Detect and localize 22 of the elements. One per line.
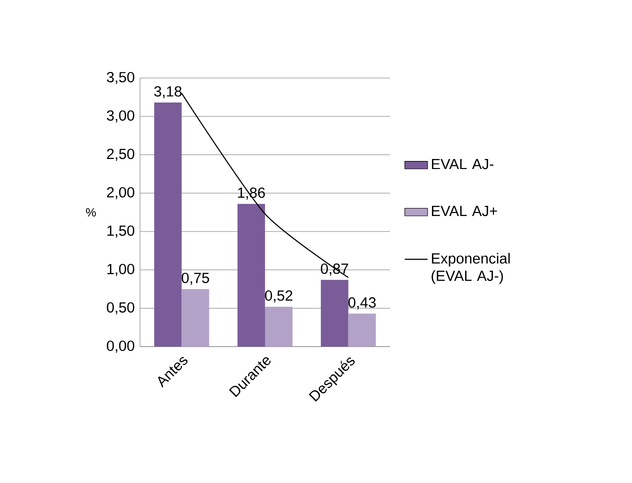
- bar: [238, 204, 266, 347]
- legend-label: EVAL AJ+: [432, 206, 498, 216]
- y-tick-label: 0,00: [106, 340, 134, 353]
- y-tick-label: 2,00: [107, 187, 134, 200]
- y-tick-label: 0,50: [106, 302, 134, 315]
- bar: [154, 102, 182, 347]
- bar: [265, 306, 293, 347]
- data-label: 0,43: [348, 297, 376, 310]
- bar: [182, 289, 210, 347]
- y-tick-label: 3,00: [106, 110, 134, 123]
- y-tick-label: 1,50: [107, 226, 134, 238]
- y-tick-label: 3,50: [106, 72, 134, 84]
- bar: [320, 280, 348, 347]
- legend-label: Exponencial (EVAL AJ-): [432, 253, 510, 284]
- y-tick-label: 1,00: [107, 264, 134, 276]
- legend-label: EVAL AJ-: [432, 159, 494, 170]
- y-axis-title: %: [86, 208, 96, 217]
- bar: [348, 314, 376, 347]
- data-label: 0,75: [182, 272, 210, 285]
- y-tick-label: 2,50: [107, 148, 134, 161]
- data-label: 3,18: [154, 86, 182, 98]
- data-label: 0,52: [265, 290, 292, 303]
